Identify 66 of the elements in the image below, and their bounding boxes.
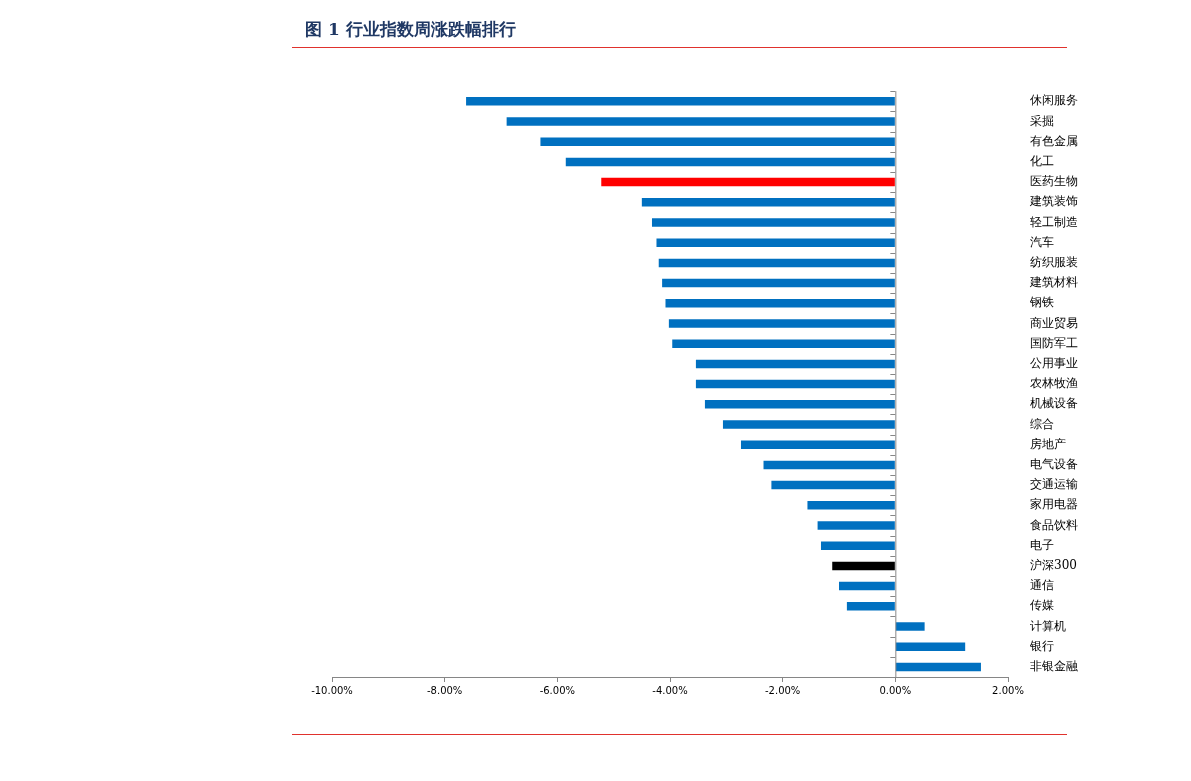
bar: [665, 299, 895, 308]
y-tick-label: 轻工制造: [1030, 214, 1078, 229]
bar: [704, 400, 895, 409]
bar: [658, 258, 895, 268]
x-tick-label: -8.00%: [426, 684, 463, 696]
y-tick-label: 钢铁: [1029, 295, 1054, 310]
x-tick-label: -4.00%: [652, 684, 688, 696]
bar: [656, 238, 895, 247]
x-tick-label: 0.00%: [879, 684, 912, 696]
x-tick-label: -6.00%: [539, 684, 576, 696]
bar: [641, 198, 895, 207]
bar: [895, 662, 981, 672]
y-tick-label: 化工: [1030, 154, 1054, 169]
y-tick-label: 家用电器: [1030, 497, 1078, 512]
y-tick-label: 医药生物: [1030, 174, 1078, 189]
bar: [846, 602, 895, 611]
y-tick-label: 机械设备: [1030, 396, 1078, 411]
y-tick-label: 电气设备: [1030, 457, 1078, 472]
bar: [895, 642, 966, 651]
y-tick-label: 商业贸易: [1030, 315, 1078, 330]
y-tick-label: 食品饮料: [1030, 517, 1078, 532]
bar: [601, 177, 895, 187]
y-tick-label: 汽车: [1030, 234, 1054, 249]
bar: [839, 581, 895, 591]
bar: [662, 278, 895, 288]
y-tick-label: 通信: [1030, 578, 1054, 593]
x-tick-label: 2.00%: [992, 684, 1024, 696]
bar: [771, 480, 895, 490]
bar: [695, 379, 895, 389]
y-tick-label: 房地产: [1030, 436, 1066, 451]
bar: [506, 117, 895, 126]
bar: [668, 319, 895, 328]
y-tick-label: 沪深300: [1030, 558, 1077, 573]
bar: [832, 561, 895, 571]
bar: [565, 157, 895, 167]
y-tick-label: 建筑装饰: [1029, 194, 1078, 209]
y-tick-label: 采掘: [1030, 113, 1054, 128]
y-tick-label: 综合: [1030, 416, 1054, 431]
bar: [695, 359, 895, 369]
bar: [672, 339, 895, 348]
bar: [817, 521, 895, 530]
y-tick-label: 交通运输: [1030, 477, 1078, 492]
y-tick-label: 计算机: [1030, 618, 1066, 633]
y-tick-label: 银行: [1029, 638, 1054, 653]
y-tick-label: 电子: [1030, 537, 1054, 552]
bar: [651, 218, 895, 227]
x-tick-label: -10.00%: [311, 684, 353, 696]
bar: [466, 97, 895, 106]
bar: [740, 440, 895, 449]
y-tick-label: 非银金融: [1030, 659, 1078, 674]
bar: [722, 420, 895, 429]
chart-title: 图 1 行业指数周涨跌幅排行: [305, 18, 516, 41]
y-tick-label: 建筑材料: [1029, 275, 1078, 290]
bar: [763, 460, 895, 470]
y-tick-label: 国防军工: [1030, 335, 1078, 350]
y-tick-label: 有色金属: [1030, 133, 1078, 148]
y-tick-label: 纺织服装: [1030, 255, 1078, 270]
y-tick-label: 休闲服务: [1030, 93, 1078, 108]
bar: [807, 501, 895, 510]
bar: [895, 622, 925, 631]
bar: [540, 137, 895, 146]
y-tick-label: 农林牧渔: [1030, 376, 1078, 391]
y-tick-label: 传媒: [1030, 598, 1054, 613]
y-tick-label: 公用事业: [1030, 356, 1078, 371]
bar: [820, 541, 895, 550]
x-tick-label: -2.00%: [764, 684, 801, 696]
